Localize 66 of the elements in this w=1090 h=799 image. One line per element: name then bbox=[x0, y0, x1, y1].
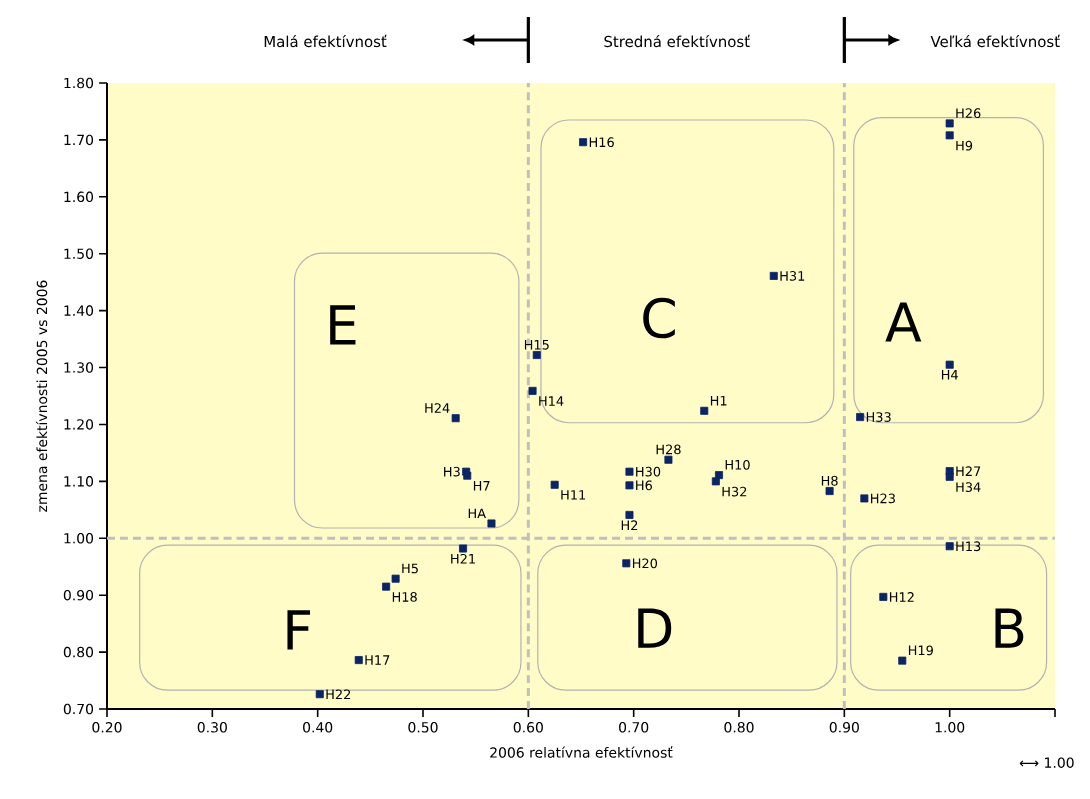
data-label: H31 bbox=[780, 271, 805, 281]
y-tick-label: 1.10 bbox=[64, 476, 94, 487]
y-tick-label: 1.70 bbox=[64, 134, 94, 146]
data-label: H1 bbox=[710, 395, 727, 406]
data-label: H3 bbox=[444, 466, 460, 477]
data-label: H6 bbox=[636, 480, 652, 491]
y-tick-label: 1.50 bbox=[64, 248, 94, 259]
data-label: H17 bbox=[365, 655, 390, 665]
data-label: H24 bbox=[425, 403, 450, 413]
y-tick-label: 0.90 bbox=[63, 589, 94, 601]
data-label: HA bbox=[468, 508, 486, 519]
annotation: B bbox=[995, 608, 1024, 648]
y-tick-label: 1.60 bbox=[64, 191, 94, 203]
data-label: H5 bbox=[402, 563, 418, 574]
data-label: H32 bbox=[722, 486, 747, 497]
annotation: C bbox=[643, 297, 675, 339]
y-tick-label: 1.20 bbox=[64, 419, 94, 430]
data-label: H11 bbox=[561, 490, 586, 500]
data-label: H23 bbox=[871, 493, 895, 504]
data-label: H33 bbox=[866, 412, 891, 422]
y-tick-label: 0.70 bbox=[63, 703, 94, 715]
data-label: H30 bbox=[636, 466, 661, 477]
data-label: H7 bbox=[473, 481, 490, 491]
annotation: A bbox=[885, 302, 922, 342]
data-label: H16 bbox=[589, 137, 614, 148]
data-label: H22 bbox=[326, 689, 351, 700]
data-label: H15 bbox=[524, 340, 549, 350]
y-axis-title: zmena efektívnosti 2005 vs 2006 bbox=[35, 280, 48, 512]
y-tick-label: 1.80 bbox=[64, 77, 94, 89]
x-tick-label: 0.50 bbox=[408, 722, 438, 733]
text: Malá efektívnosť bbox=[264, 34, 387, 48]
data-label: H10 bbox=[725, 459, 750, 470]
data-label: H2 bbox=[621, 520, 638, 530]
annotation: E bbox=[330, 305, 356, 345]
x-tick-label: 0.80 bbox=[724, 722, 754, 733]
y-tick-label: 1.40 bbox=[64, 305, 94, 316]
data-label: H27 bbox=[956, 466, 981, 476]
data-label: H4 bbox=[941, 370, 958, 380]
x-tick-label: 0.40 bbox=[303, 722, 333, 733]
annotation: F bbox=[287, 610, 310, 650]
text: ⟷ 1.00 bbox=[1019, 757, 1074, 768]
data-label: H26 bbox=[956, 108, 981, 118]
data-label: H13 bbox=[956, 541, 981, 552]
x-axis-title: 2006 relatívna efektívnosť bbox=[490, 746, 673, 758]
data-label: H12 bbox=[890, 592, 914, 602]
x-tick-label: 0.30 bbox=[197, 722, 227, 733]
y-tick-label: 1.30 bbox=[64, 362, 94, 373]
annotation: D bbox=[638, 608, 672, 648]
data-label: H28 bbox=[656, 444, 681, 455]
data-label: H9 bbox=[956, 140, 973, 151]
x-tick-label: 0.20 bbox=[92, 722, 122, 733]
text: Veľká efektívnosť bbox=[930, 34, 1060, 48]
data-label: H20 bbox=[632, 558, 658, 569]
data-label: H21 bbox=[451, 553, 475, 564]
data-label: H8 bbox=[821, 475, 838, 486]
data-label: H18 bbox=[392, 592, 417, 602]
x-tick-label: 1.00 bbox=[935, 722, 965, 733]
y-tick-label: 1.00 bbox=[64, 533, 94, 544]
text: Stredná efektívnosť bbox=[604, 34, 750, 48]
x-tick-label: 0.60 bbox=[513, 722, 543, 733]
data-label: H19 bbox=[908, 645, 933, 656]
data-label: H34 bbox=[956, 482, 981, 493]
y-tick-label: 0.80 bbox=[63, 646, 94, 658]
data-label: H14 bbox=[539, 396, 564, 406]
x-tick-label: 0.90 bbox=[829, 722, 859, 733]
x-tick-label: 0.70 bbox=[619, 722, 649, 733]
